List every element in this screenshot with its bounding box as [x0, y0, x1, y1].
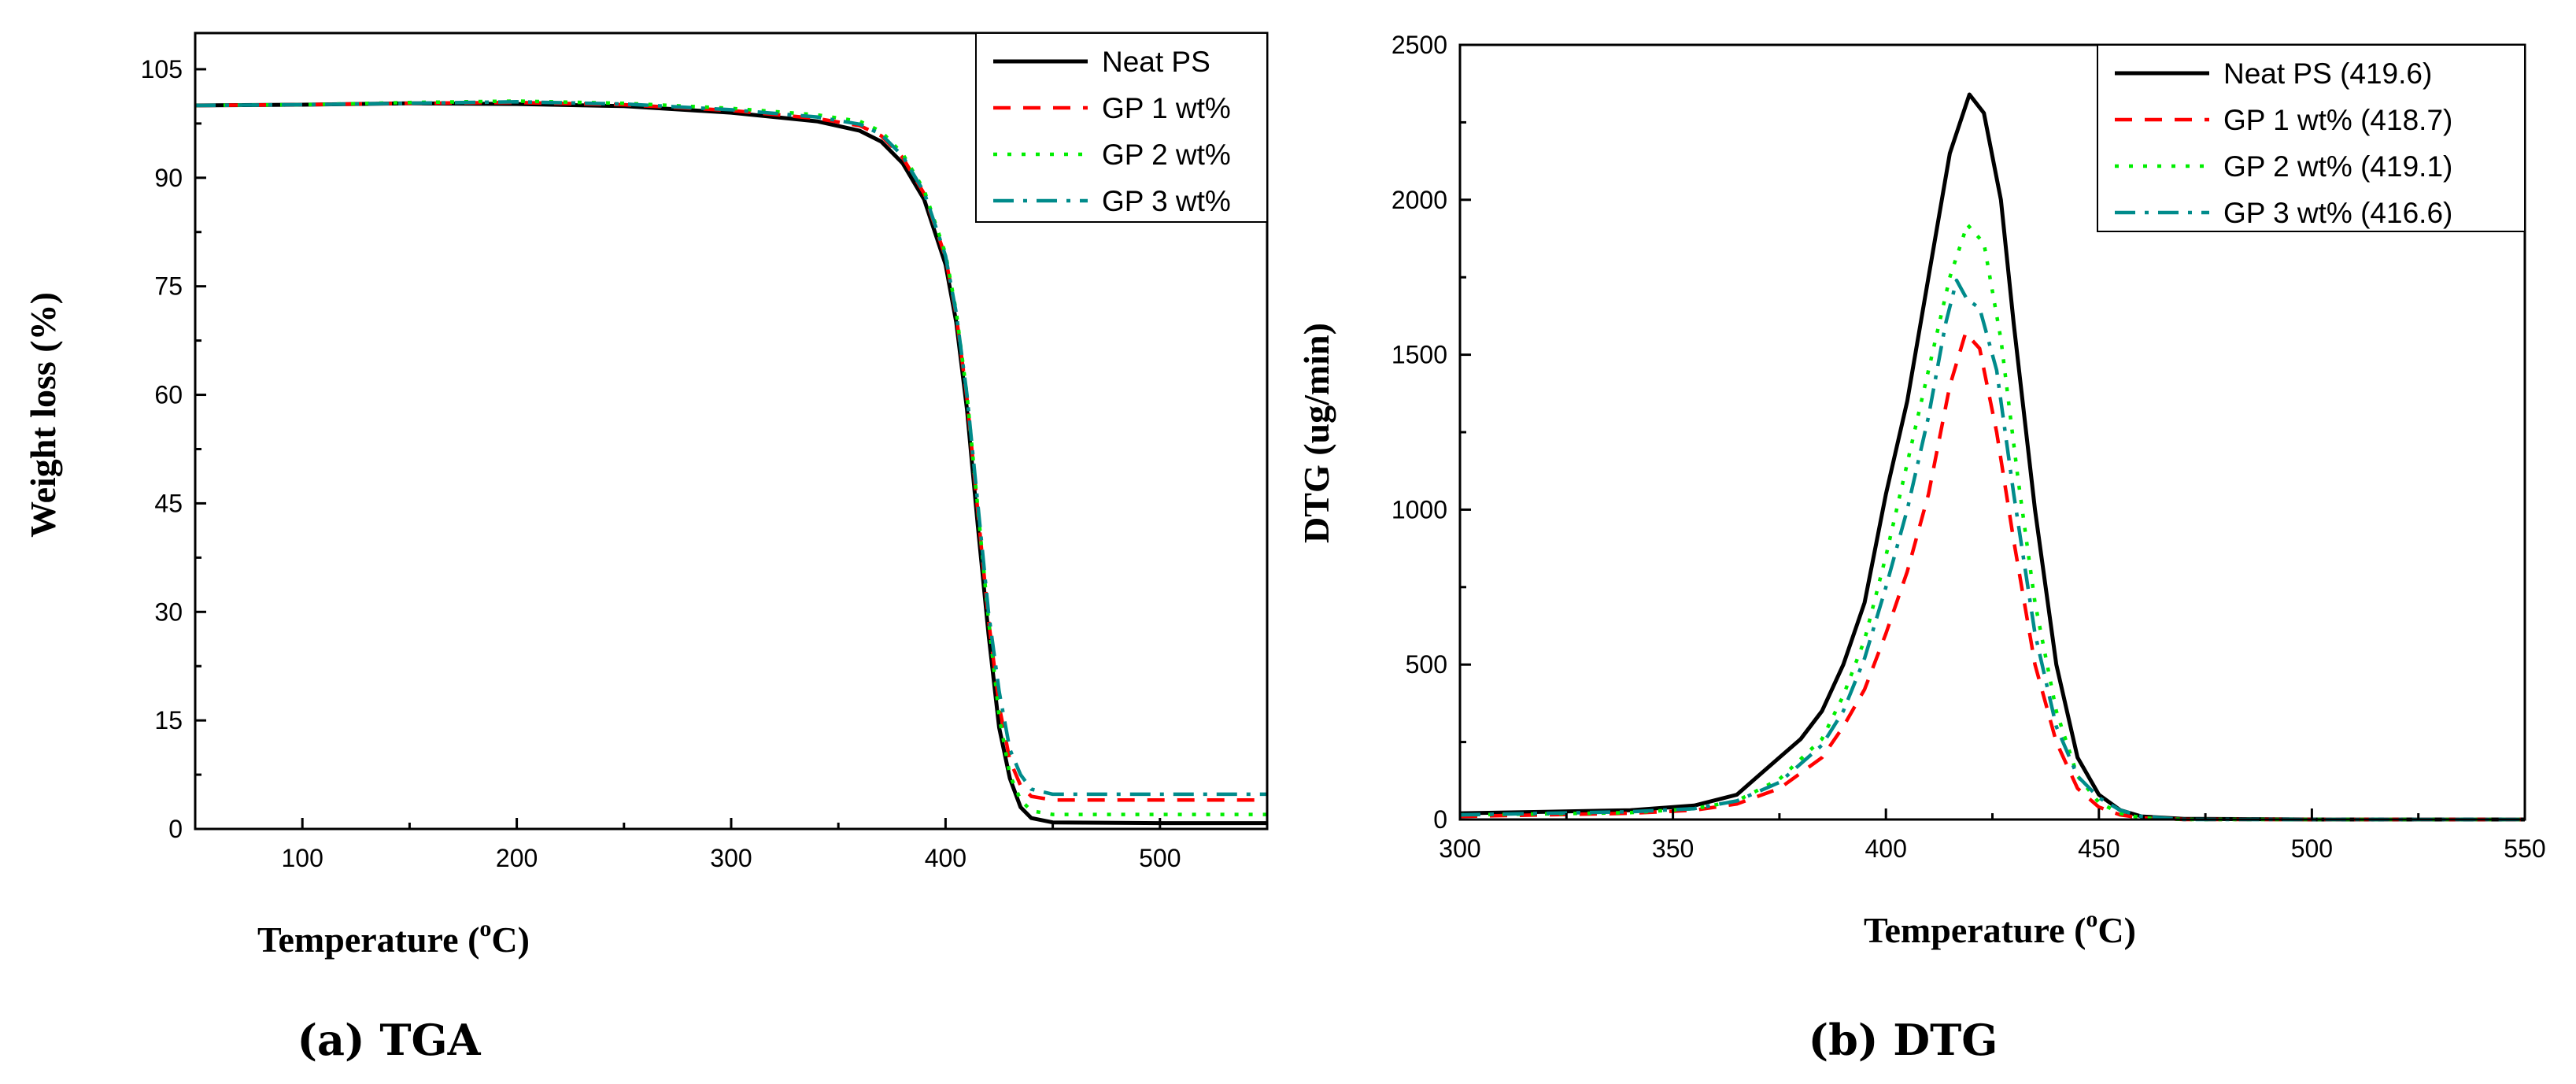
tga-plot-area: 100 200 300 400 500 0 15 30 45 60 75 90 105 Neat PS GP…	[141, 31, 1269, 872]
dtg-legend-label-4: GP 3 wt% (416.6)	[2223, 197, 2452, 229]
dtg-legend-label-1: Neat PS (419.6)	[2223, 57, 2432, 90]
dtg-x-tick-label: 450	[2078, 834, 2120, 863]
dtg-plot-area: 300 350 400 450 500 550 0 500 1000 1500 2000 2500 Ne…	[1391, 31, 2546, 863]
tga-caption: (a) TGA	[297, 1015, 481, 1065]
tga-y-tick-label: 0	[168, 815, 183, 843]
dtg-legend: Neat PS (419.6) GP 1 wt% (418.7) GP 2 wt% …	[2097, 44, 2526, 232]
dtg-series-line-4	[1459, 278, 2525, 822]
tga-series-line-4	[194, 100, 1267, 797]
tga-y-tick-label: 30	[154, 597, 183, 626]
dtg-legend-box	[2097, 44, 2526, 232]
tga-legend-label-1: Neat PS	[1102, 46, 1210, 78]
tga-x-axis-title: Temperature (oC)	[257, 916, 530, 960]
tga-y-tick-label: 15	[154, 706, 183, 734]
tga-legend-label-3: GP 2 wt%	[1102, 139, 1231, 171]
dtg-legend-label-3: GP 2 wt% (419.1)	[2223, 150, 2452, 183]
dtg-y-tick-label: 0	[1433, 805, 1447, 834]
tga-y-tick-label: 90	[154, 164, 183, 192]
dtg-legend-label-2: GP 1 wt% (418.7)	[2223, 104, 2452, 136]
tga-y-tick-label: 45	[154, 489, 183, 517]
tga-legend-label-4: GP 3 wt%	[1102, 185, 1231, 217]
dtg-series-line-3	[1459, 223, 2525, 822]
tga-x-tick-label: 500	[1139, 844, 1181, 872]
tga-y-axis-title: Weight loss (%)	[23, 292, 63, 538]
dtg-y-tick-label: 500	[1406, 650, 1447, 679]
tga-y-tick-label: 60	[154, 381, 183, 409]
dtg-x-axis-title: Temperature (oC)	[1864, 906, 2136, 950]
tga-x-tick-label: 400	[925, 844, 966, 872]
dtg-series-line-1	[1459, 92, 2525, 822]
dtg-y-tick-label: 1000	[1391, 495, 1447, 524]
tga-y-tick-label: 105	[141, 55, 183, 83]
tga-legend-box	[975, 32, 1268, 223]
dtg-x-tick-label: 350	[1652, 834, 1694, 863]
dtg-y-tick-label: 2000	[1391, 186, 1447, 214]
dtg-series-line-2	[1459, 331, 2525, 822]
dtg-y-tick-label: 2500	[1391, 31, 1447, 59]
dtg-panel: 300 350 400 450 500 550 0 500 1000 1500 2000 2500 Ne…	[1296, 31, 2546, 1065]
tga-legend: Neat PS GP 1 wt% GP 2 wt% GP 3 wt%	[975, 32, 1268, 223]
dtg-x-tick-label: 400	[1865, 834, 1907, 863]
dtg-x-tick-label: 300	[1439, 834, 1480, 863]
tga-panel: 100 200 300 400 500 0 15 30 45 60 75 90 105 Neat PS GP…	[23, 31, 1269, 1065]
dtg-x-tick-label: 550	[2504, 834, 2545, 863]
dtg-y-axis-title: DTG (ug/min)	[1296, 323, 1336, 543]
dtg-y-tick-label: 1500	[1391, 341, 1447, 369]
dtg-x-tick-label: 500	[2291, 834, 2333, 863]
tga-y-tick-label: 75	[154, 272, 183, 301]
dtg-caption: (b) DTG	[1809, 1015, 1998, 1065]
tga-legend-label-2: GP 1 wt%	[1102, 92, 1231, 124]
tga-x-tick-label: 200	[496, 844, 538, 872]
tga-x-tick-label: 100	[282, 844, 323, 872]
tga-x-tick-label: 300	[710, 844, 752, 872]
